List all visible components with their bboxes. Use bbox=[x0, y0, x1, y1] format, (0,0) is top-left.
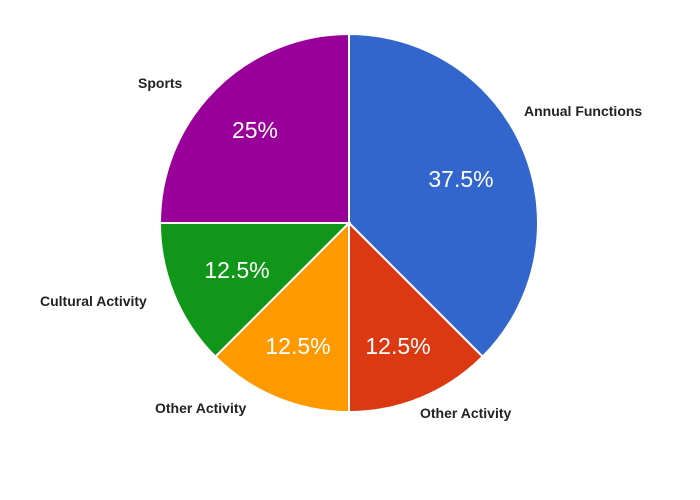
slice-category-label: Other Activity bbox=[155, 400, 246, 416]
slice-percentage-label: 25% bbox=[232, 117, 278, 143]
percentage-labels: 37.5% 12.5% 12.5% 12.5% 25% bbox=[204, 117, 493, 359]
category-labels: Annual Functions Other Activity Other Acti… bbox=[40, 75, 642, 421]
slice-category-label: Cultural Activity bbox=[40, 293, 147, 309]
slice-category-label: Sports bbox=[138, 75, 183, 91]
pie-slices bbox=[158, 32, 539, 414]
slice-percentage-label: 12.5% bbox=[365, 333, 430, 359]
pie-slice bbox=[158, 32, 350, 224]
pie-slice bbox=[213, 220, 350, 414]
slice-percentage-label: 12.5% bbox=[265, 333, 330, 359]
pie-slice bbox=[348, 32, 539, 359]
pie-slice bbox=[158, 222, 352, 359]
slice-category-label: Annual Functions bbox=[524, 103, 642, 119]
slice-percentage-label: 37.5% bbox=[428, 166, 493, 192]
slice-percentage-label: 12.5% bbox=[204, 257, 269, 283]
pie-slice bbox=[348, 220, 485, 414]
slice-category-label: Other Activity bbox=[420, 405, 511, 421]
